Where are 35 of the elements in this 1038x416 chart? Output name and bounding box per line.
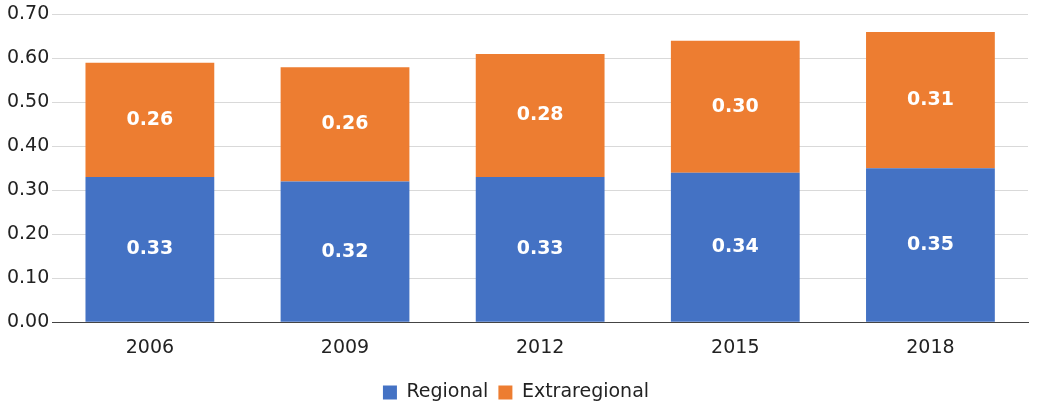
data-label: 0.32 (321, 238, 369, 261)
bar (475, 177, 605, 322)
x-tick-label: 2015 (711, 334, 760, 357)
x-tick-label: 2018 (906, 334, 955, 357)
data-label: 0.33 (516, 236, 564, 259)
data-label: 0.35 (906, 231, 954, 254)
y-tick-label: 0.20 (6, 221, 50, 244)
data-label: 0.30 (711, 93, 759, 116)
data-label: 0.33 (126, 236, 174, 259)
x-tick-label: 2012 (515, 334, 565, 357)
data-label: 0.26 (321, 111, 369, 134)
bar (670, 172, 800, 322)
bar (85, 177, 215, 322)
y-tick-label: 0.40 (6, 133, 50, 156)
x-tick-label: 2009 (320, 334, 370, 357)
bar (280, 67, 410, 182)
y-tick-label: 0.30 (6, 177, 50, 200)
legend-label: Extraregional (521, 379, 650, 402)
data-label: 0.31 (906, 87, 954, 110)
y-tick-label: 0.00 (6, 309, 50, 332)
y-tick-label: 0.10 (6, 265, 50, 288)
data-label: 0.34 (711, 234, 759, 257)
legend-label: Regional (406, 379, 489, 402)
data-label: 0.28 (516, 102, 564, 125)
bar (475, 53, 605, 178)
y-tick-label: 0.50 (6, 89, 50, 112)
bar (280, 181, 410, 322)
y-tick-label: 0.70 (6, 1, 50, 24)
data-label: 0.26 (126, 106, 174, 129)
y-tick-label: 0.60 (6, 45, 50, 68)
bar (866, 168, 995, 322)
x-tick-label: 2006 (125, 334, 175, 357)
bar (670, 40, 800, 173)
bar (85, 62, 215, 178)
bar (866, 31, 995, 169)
